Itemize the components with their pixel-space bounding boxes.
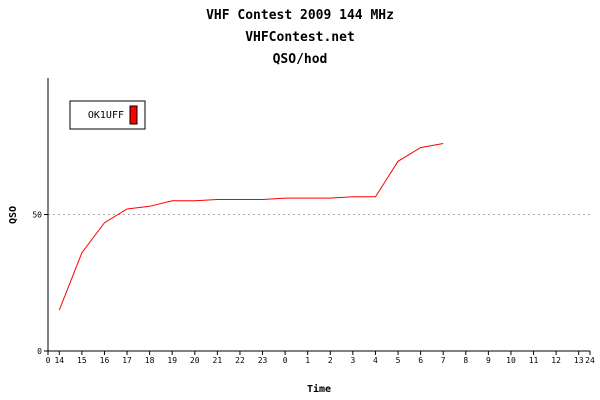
series-layer	[58, 143, 444, 311]
x-tick-label: 16	[100, 356, 110, 365]
series-line-ok1uff	[58, 143, 444, 311]
x-tick-label: 14	[54, 356, 64, 365]
x-tick-label: 18	[145, 356, 155, 365]
x-tick-label: 23	[258, 356, 268, 365]
x-tick-label: 1	[305, 356, 310, 365]
x-tick-label: 19	[167, 356, 177, 365]
x-tick-label: 7	[441, 356, 446, 365]
chart-title-line-3: QSO/hod	[273, 52, 328, 67]
x-tick-label: 0	[46, 356, 51, 365]
x-axis-ticks: 0 14 15 16 17 18 19 20 21 22 23 0 1 2 3 4 5 6 7 8 9 10 11 12 13 2…	[46, 351, 595, 365]
x-tick-label: 13	[574, 356, 584, 365]
x-tick-label: 9	[486, 356, 491, 365]
x-tick-label: 20	[190, 356, 200, 365]
legend-label: OK1UFF	[88, 110, 124, 121]
legend: OK1UFF	[69, 100, 146, 130]
x-axis-label: Time	[307, 383, 331, 395]
x-tick-label: 17	[122, 356, 132, 365]
x-tick-label: 10	[506, 356, 516, 365]
y-axis-label: QSO	[8, 206, 19, 224]
chart-title-line-1: VHF Contest 2009 144 MHz	[206, 8, 394, 23]
x-tick-label: 3	[350, 356, 355, 365]
x-tick-label: 21	[213, 356, 223, 365]
x-tick-label: 22	[235, 356, 245, 365]
y-axis-ticks: 0 50	[32, 211, 48, 356]
x-tick-label: 11	[529, 356, 539, 365]
x-tick-label: 8	[463, 356, 468, 365]
chart-title-line-2: VHFContest.net	[245, 30, 355, 45]
x-tick-label: 6	[418, 356, 423, 365]
x-tick-label: 24	[585, 356, 595, 365]
legend-swatch	[129, 105, 138, 125]
y-tick-label: 0	[37, 347, 42, 356]
x-tick-label: 15	[77, 356, 87, 365]
x-tick-label: 0	[283, 356, 288, 365]
x-tick-label: 12	[551, 356, 561, 365]
x-tick-label: 2	[328, 356, 333, 365]
y-tick-label: 50	[32, 211, 42, 220]
x-tick-label: 5	[396, 356, 401, 365]
x-tick-label: 4	[373, 356, 378, 365]
